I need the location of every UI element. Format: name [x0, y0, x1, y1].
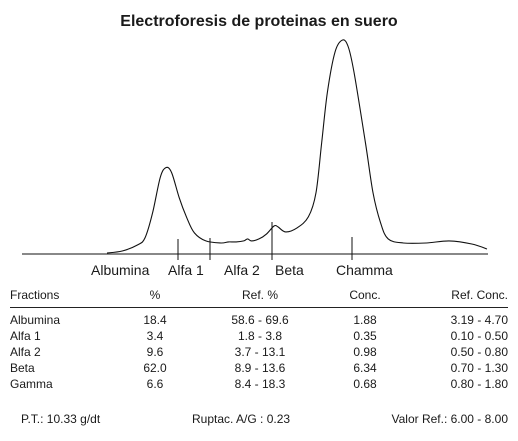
cell-conc: 0.68 [353, 377, 377, 391]
cell-percent: 18.4 [143, 313, 167, 327]
cell-percent: 3.4 [146, 329, 164, 343]
cell-ref-conc: 0.10 - 0.50 [450, 329, 508, 343]
cell-conc: 0.35 [353, 329, 377, 343]
cell-fraction: Alfa 1 [10, 329, 41, 343]
cell-percent: 62.0 [143, 361, 167, 375]
cell-ref-percent: 8.9 - 13.6 [234, 361, 286, 375]
table-row: Alfa 2 9.6 3.7 - 13.1 0.98 0.50 - 0.80 [10, 344, 508, 360]
cell-fraction: Beta [10, 361, 35, 375]
header-fractions: Fractions [10, 288, 115, 308]
table-header-row: Fractions % Ref. % Conc. Ref. Conc. [10, 288, 508, 308]
chart-title: Electroforesis de proteinas en suero [120, 13, 398, 30]
fraction-label-beta: Beta [275, 262, 304, 278]
total-protein: P.T.: 10.33 g/dt [21, 412, 101, 426]
header-conc: Conc. [325, 288, 405, 308]
cell-ref-percent: 58.6 - 69.6 [231, 313, 289, 327]
ag-ratio: Ruptac. A/G : 0.23 [192, 412, 291, 426]
cell-ref-conc: 3.19 - 4.70 [450, 313, 508, 327]
cell-ref-percent: 8.4 - 18.3 [234, 377, 286, 391]
electrophoresis-curve [106, 39, 488, 254]
table-row: Beta 62.0 8.9 - 13.6 6.34 0.70 - 1.30 [10, 360, 508, 376]
table-row: Alfa 1 3.4 1.8 - 3.8 0.35 0.10 - 0.50 [10, 328, 508, 344]
cell-percent: 6.6 [146, 377, 164, 391]
table-row: Albumina 18.4 58.6 - 69.6 1.88 3.19 - 4.… [10, 308, 508, 329]
cell-conc: 0.98 [353, 345, 377, 359]
cell-fraction: Gamma [10, 377, 53, 391]
cell-fraction: Alfa 2 [10, 345, 41, 359]
cell-ref-conc: 0.70 - 1.30 [450, 361, 508, 375]
electrophoresis-chart [22, 39, 488, 260]
table-row: Gamma 6.6 8.4 - 18.3 0.68 0.80 - 1.80 [10, 376, 508, 392]
fraction-label-alfa2: Alfa 2 [224, 262, 260, 278]
cell-conc: 6.34 [353, 361, 377, 375]
header-percent: % [115, 288, 195, 308]
cell-fraction: Albumina [10, 313, 61, 327]
cell-ref-percent: 1.8 - 3.8 [237, 329, 283, 343]
fraction-label-albumina: Albumina [91, 262, 150, 278]
cell-ref-conc: 0.80 - 1.80 [450, 377, 508, 391]
cell-conc: 1.88 [353, 313, 377, 327]
header-ref-conc: Ref. Conc. [405, 288, 508, 308]
cell-ref-conc: 0.50 - 0.80 [450, 345, 508, 359]
cell-percent: 9.6 [146, 345, 164, 359]
header-ref-percent: Ref. % [195, 288, 325, 308]
cell-ref-percent: 3.7 - 13.1 [234, 345, 286, 359]
reference-value: Valor Ref.: 6.00 - 8.00 [391, 412, 508, 426]
fraction-label-alfa1: Alfa 1 [168, 262, 204, 278]
fraction-label-gamma: Chamma [336, 262, 393, 278]
fractions-table: Fractions % Ref. % Conc. Ref. Conc. Albu… [10, 288, 508, 392]
